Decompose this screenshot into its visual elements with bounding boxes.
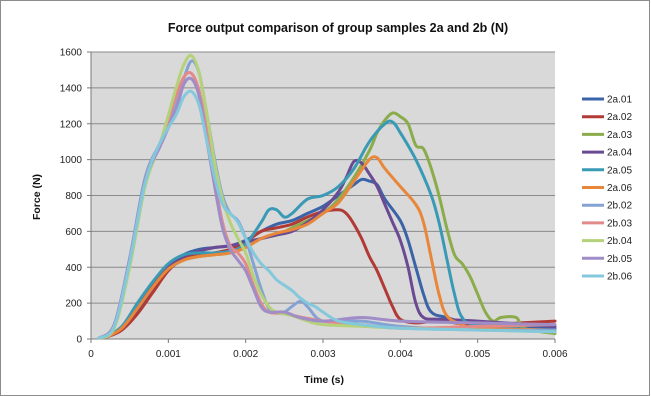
legend-label-2a-02: 2a.02 [607, 112, 632, 123]
y-tick-label: 200 [65, 299, 82, 310]
legend-label-2a-05: 2a.05 [607, 165, 632, 176]
x-tick-label: 0.001 [156, 349, 181, 360]
legend-label-2a-01: 2a.01 [607, 95, 632, 106]
y-axis-title: Force (N) [31, 174, 43, 220]
x-tick-label: 0 [88, 349, 94, 360]
x-tick-label: 0.003 [310, 349, 335, 360]
legend: 2a.01 2a.02 2a.03 2a.04 2a.05 2a.06 2b.02 2b.03… [582, 95, 632, 283]
series-line-2a-06 [105, 155, 557, 339]
series-line-2a-05 [105, 119, 557, 339]
y-tick-label: 1600 [60, 48, 83, 59]
y-tick-label: 1400 [60, 83, 83, 94]
legend-label-2b-05: 2b.05 [607, 254, 632, 265]
legend-label-2a-06: 2a.06 [607, 183, 632, 194]
x-axis-title: Time (s) [304, 374, 344, 386]
y-tick-label: 400 [65, 263, 82, 274]
x-tick-label: 0.006 [542, 349, 567, 360]
legend-label-2b-03: 2b.03 [607, 218, 632, 229]
y-tick-label: 1000 [60, 155, 83, 166]
legend-label-2a-03: 2a.03 [607, 130, 632, 141]
x-tick-label: 0.004 [388, 349, 413, 360]
series-line-2a-04 [105, 158, 557, 339]
y-tick-label: 0 [76, 335, 82, 346]
chart-title: Force output comparison of group samples… [168, 21, 508, 35]
legend-label-2b-04: 2b.04 [607, 236, 632, 247]
y-tick-label: 600 [65, 227, 82, 238]
legend-label-2b-02: 2b.02 [607, 201, 632, 212]
legend-label-2b-06: 2b.06 [607, 272, 632, 283]
x-tick-label: 0.005 [465, 349, 490, 360]
y-tick-label: 800 [65, 191, 82, 202]
series-line-2b-06 [97, 89, 557, 340]
legend-label-2a-04: 2a.04 [607, 148, 632, 159]
series-line-2b-05 [97, 76, 557, 340]
x-tick-label: 0.002 [233, 349, 258, 360]
y-tick-label: 1200 [60, 119, 83, 130]
